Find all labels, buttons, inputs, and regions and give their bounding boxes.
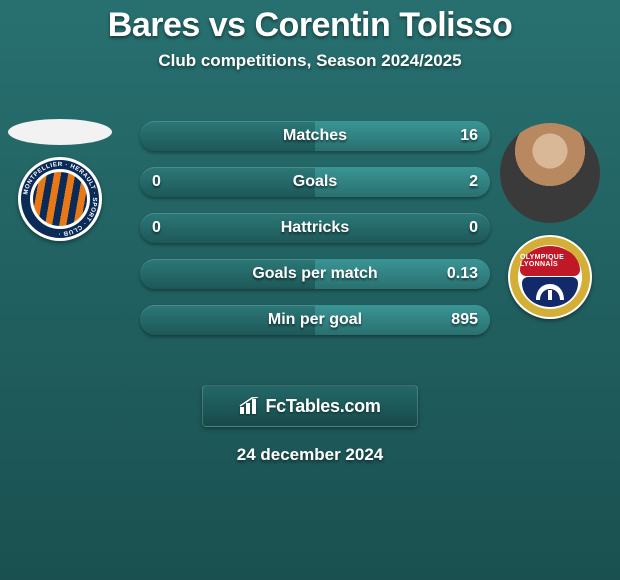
lion-icon <box>530 280 570 304</box>
stat-label: Goals <box>140 167 490 197</box>
stat-label: Min per goal <box>140 305 490 335</box>
stat-value-left: 0 <box>152 167 161 197</box>
stat-row: Matches16 <box>140 121 490 151</box>
stat-label: Goals per match <box>140 259 490 289</box>
stat-label: Hattricks <box>140 213 490 243</box>
stat-value-right: 16 <box>460 121 478 151</box>
badge-bottom <box>522 277 578 307</box>
stat-row: Goals per match0.13 <box>140 259 490 289</box>
left-club-badge: MONTPELLIER · HERAULT · SPORT · CLUB · <box>18 157 102 241</box>
bar-chart-icon <box>239 397 261 415</box>
svg-text:MONTPELLIER · HERAULT · SPORT: MONTPELLIER · HERAULT · SPORT · CLUB · <box>22 161 98 237</box>
stat-value-left: 0 <box>152 213 161 243</box>
stat-row: Goals0 2 <box>140 167 490 197</box>
stat-row: Min per goal895 <box>140 305 490 335</box>
stat-value-right: 2 <box>469 167 478 197</box>
left-player-column: MONTPELLIER · HERAULT · SPORT · CLUB · <box>0 109 120 369</box>
brand-text: FcTables.com <box>265 396 380 417</box>
brand-badge: FcTables.com <box>202 385 418 427</box>
right-club-badge: OLYMPIQUE LYONNAIS <box>508 235 592 319</box>
badge-ring-text: MONTPELLIER · HERAULT · SPORT · CLUB · <box>18 157 102 241</box>
stat-value-right: 0 <box>469 213 478 243</box>
page-title: Bares vs Corentin Tolisso <box>0 0 620 45</box>
stat-bars: Matches16Goals02Hattricks00Goals per mat… <box>140 121 490 351</box>
comparison-panel: MONTPELLIER · HERAULT · SPORT · CLUB · O… <box>0 109 620 369</box>
right-player-column: OLYMPIQUE LYONNAIS <box>490 109 610 369</box>
right-player-face <box>500 123 600 223</box>
date-text: 24 december 2024 <box>0 445 620 465</box>
stat-value-right: 895 <box>451 305 478 335</box>
left-player-face-placeholder <box>8 119 112 145</box>
page-subtitle: Club competitions, Season 2024/2025 <box>0 51 620 71</box>
stat-value-right: 0.13 <box>447 259 478 289</box>
stat-label: Matches <box>140 121 490 151</box>
stat-row: Hattricks0 0 <box>140 213 490 243</box>
